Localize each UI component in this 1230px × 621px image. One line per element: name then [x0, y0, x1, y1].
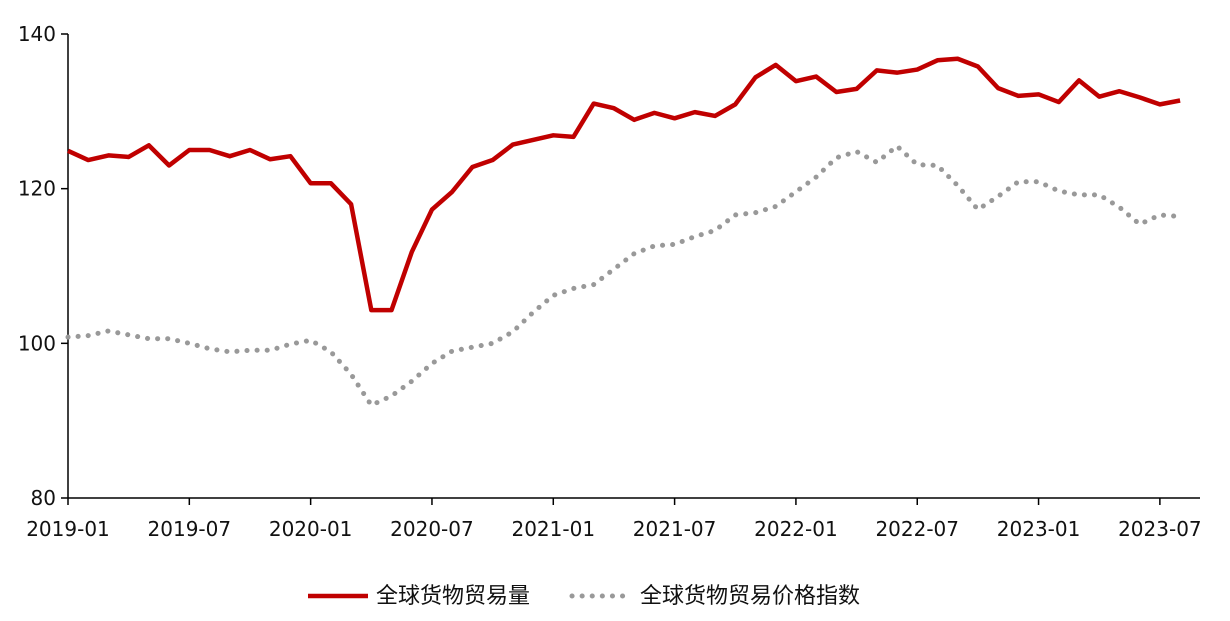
y-tick-label: 80 [31, 486, 56, 510]
series-line-price [65, 142, 1183, 409]
x-tick-label: 2023-07 [1118, 517, 1202, 541]
x-tick-label: 2020-01 [269, 517, 353, 541]
legend-item-price: 全球货物贸易价格指数 [569, 584, 860, 609]
axes [67, 34, 1200, 499]
x-tick-label: 2022-07 [875, 517, 959, 541]
legend-label-volume: 全球货物贸易量 [376, 584, 530, 609]
legend: 全球货物贸易量 全球货物贸易价格指数 [308, 584, 860, 609]
series-layer [65, 56, 1183, 409]
x-tick-label: 2019-01 [26, 517, 110, 541]
x-tick-label: 2023-01 [997, 517, 1081, 541]
x-tick-label: 2019-07 [148, 517, 232, 541]
x-tick-label: 2020-07 [390, 517, 474, 541]
x-tick-label: 2022-01 [754, 517, 838, 541]
series-line-volume [67, 56, 1181, 313]
x-tick-label: 2021-01 [511, 517, 595, 541]
y-tick-label: 140 [18, 22, 56, 46]
legend-item-volume: 全球货物贸易量 [308, 584, 530, 609]
y-tick-label: 120 [18, 177, 56, 201]
y-ticks: 80 100 120 140 [18, 22, 68, 510]
x-ticks: 2019-01 2019-07 2020-01 2020-07 2021-01 2021-… [26, 498, 1202, 541]
y-tick-label: 100 [18, 331, 56, 355]
legend-label-price: 全球货物贸易价格指数 [640, 584, 860, 609]
x-tick-label: 2021-07 [633, 517, 717, 541]
